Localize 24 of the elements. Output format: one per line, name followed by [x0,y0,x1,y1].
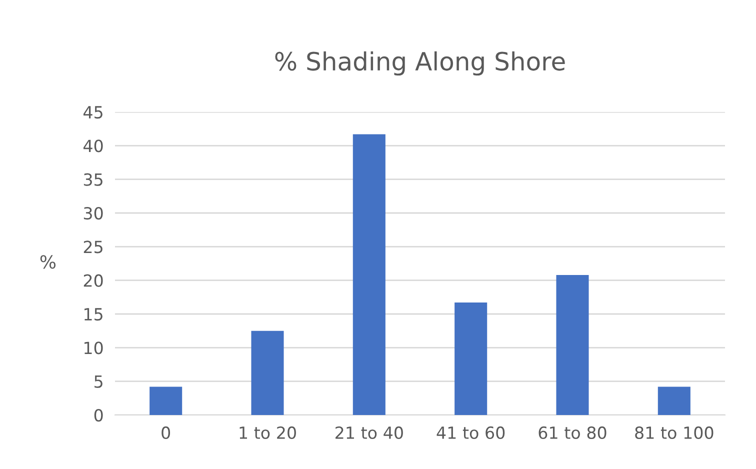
bar [352,134,386,415]
y-tick-label: 30 [84,206,103,220]
bar [251,330,284,415]
chart-title: % Shading Along Shore [275,51,565,76]
bar [150,386,182,415]
x-tick-label: 0 [162,426,170,440]
y-tick-label: 45 [83,106,102,119]
x-tick-label: 21 to 40 [336,426,403,440]
bar [658,386,690,415]
y-tick-label: 20 [84,274,103,287]
x-tick-label: 81 to 100 [635,426,714,440]
x-tick-label: 1 to 20 [240,426,296,440]
bar [454,302,488,415]
y-tick-label: 15 [84,308,102,321]
y-tick-label: 10 [84,342,103,354]
y-axis-title: % [40,255,56,269]
y-tick-label: 25 [84,240,102,254]
x-tick-label: 41 to 60 [436,426,505,440]
y-tick-label: 35 [84,173,102,186]
y-tick-label: 5 [94,376,102,388]
x-tick-label: 61 to 80 [538,426,606,440]
y-tick-label: 0 [94,408,103,422]
y-tick-label: 40 [83,140,103,152]
bar [556,274,589,415]
